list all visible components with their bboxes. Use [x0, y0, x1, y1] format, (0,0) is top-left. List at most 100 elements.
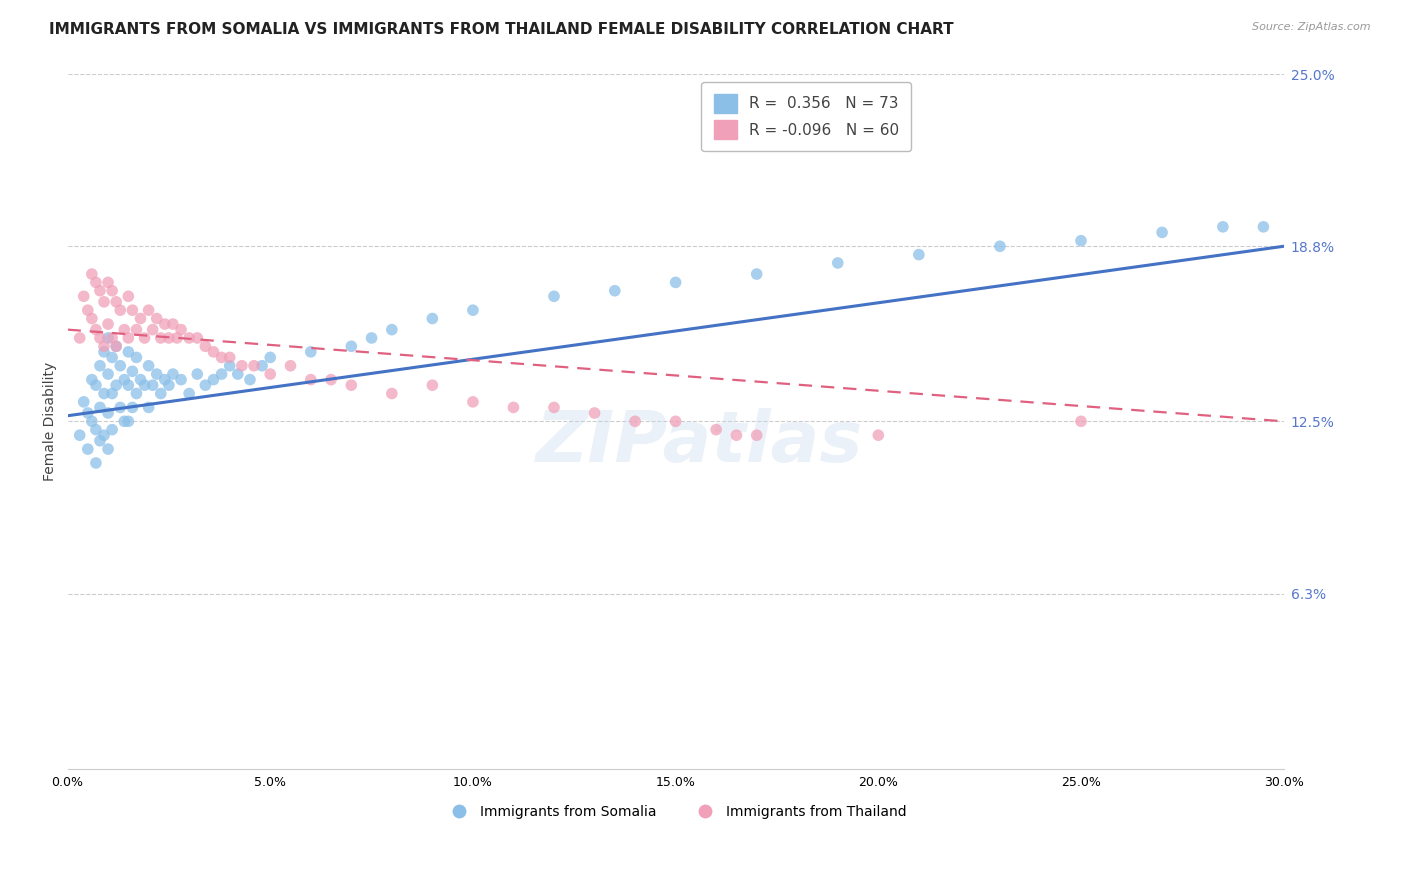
- Point: [231, 359, 253, 373]
- Point: [117, 344, 139, 359]
- Point: [93, 339, 115, 353]
- Point: [73, 395, 96, 409]
- Point: [211, 367, 233, 381]
- Point: [145, 311, 167, 326]
- Point: [157, 331, 180, 345]
- Point: [121, 401, 143, 415]
- Point: [226, 367, 249, 381]
- Point: [202, 344, 225, 359]
- Point: [665, 414, 688, 428]
- Point: [218, 359, 240, 373]
- Point: [97, 317, 120, 331]
- Point: [105, 339, 128, 353]
- Point: [988, 239, 1011, 253]
- Point: [259, 351, 281, 365]
- Point: [179, 386, 201, 401]
- Point: [80, 267, 103, 281]
- Text: ZIPatlas: ZIPatlas: [536, 408, 863, 476]
- Point: [112, 323, 135, 337]
- Point: [110, 359, 132, 373]
- Point: [153, 317, 176, 331]
- Point: [112, 414, 135, 428]
- Point: [93, 428, 115, 442]
- Point: [97, 276, 120, 290]
- Point: [145, 367, 167, 381]
- Point: [76, 406, 98, 420]
- Point: [125, 323, 148, 337]
- Point: [117, 289, 139, 303]
- Point: [97, 406, 120, 420]
- Point: [299, 373, 322, 387]
- Point: [138, 401, 160, 415]
- Point: [218, 351, 240, 365]
- Point: [93, 294, 115, 309]
- Point: [69, 331, 91, 345]
- Point: [101, 423, 124, 437]
- Point: [1253, 219, 1275, 234]
- Point: [381, 323, 404, 337]
- Point: [93, 344, 115, 359]
- Point: [117, 331, 139, 345]
- Point: [1070, 414, 1092, 428]
- Point: [101, 331, 124, 345]
- Point: [101, 351, 124, 365]
- Point: [162, 367, 184, 381]
- Point: [84, 423, 107, 437]
- Point: [157, 378, 180, 392]
- Point: [319, 373, 342, 387]
- Point: [153, 373, 176, 387]
- Point: [239, 373, 262, 387]
- Point: [89, 401, 111, 415]
- Text: Source: ZipAtlas.com: Source: ZipAtlas.com: [1253, 22, 1371, 32]
- Point: [142, 323, 165, 337]
- Point: [84, 378, 107, 392]
- Point: [149, 331, 172, 345]
- Point: [250, 359, 273, 373]
- Point: [149, 386, 172, 401]
- Point: [170, 323, 193, 337]
- Point: [84, 276, 107, 290]
- Point: [1212, 219, 1234, 234]
- Point: [360, 331, 382, 345]
- Point: [502, 401, 524, 415]
- Point: [170, 373, 193, 387]
- Point: [259, 367, 281, 381]
- Point: [162, 317, 184, 331]
- Point: [125, 351, 148, 365]
- Point: [89, 284, 111, 298]
- Legend: Immigrants from Somalia, Immigrants from Thailand: Immigrants from Somalia, Immigrants from…: [440, 799, 912, 824]
- Point: [105, 339, 128, 353]
- Point: [340, 339, 363, 353]
- Point: [211, 351, 233, 365]
- Point: [84, 456, 107, 470]
- Point: [665, 276, 688, 290]
- Point: [97, 331, 120, 345]
- Point: [121, 364, 143, 378]
- Point: [583, 406, 606, 420]
- Point: [89, 331, 111, 345]
- Point: [125, 386, 148, 401]
- Point: [725, 428, 748, 442]
- Point: [89, 434, 111, 448]
- Point: [80, 373, 103, 387]
- Point: [1070, 234, 1092, 248]
- Point: [105, 294, 128, 309]
- Y-axis label: Female Disability: Female Disability: [44, 361, 58, 481]
- Point: [84, 323, 107, 337]
- Point: [1152, 226, 1174, 240]
- Point: [80, 311, 103, 326]
- Point: [461, 395, 484, 409]
- Point: [299, 344, 322, 359]
- Point: [194, 339, 217, 353]
- Point: [121, 303, 143, 318]
- Point: [340, 378, 363, 392]
- Text: IMMIGRANTS FROM SOMALIA VS IMMIGRANTS FROM THAILAND FEMALE DISABILITY CORRELATIO: IMMIGRANTS FROM SOMALIA VS IMMIGRANTS FR…: [49, 22, 953, 37]
- Point: [543, 289, 565, 303]
- Point: [97, 367, 120, 381]
- Point: [134, 331, 156, 345]
- Point: [134, 378, 156, 392]
- Point: [243, 359, 266, 373]
- Point: [76, 303, 98, 318]
- Point: [110, 401, 132, 415]
- Point: [280, 359, 302, 373]
